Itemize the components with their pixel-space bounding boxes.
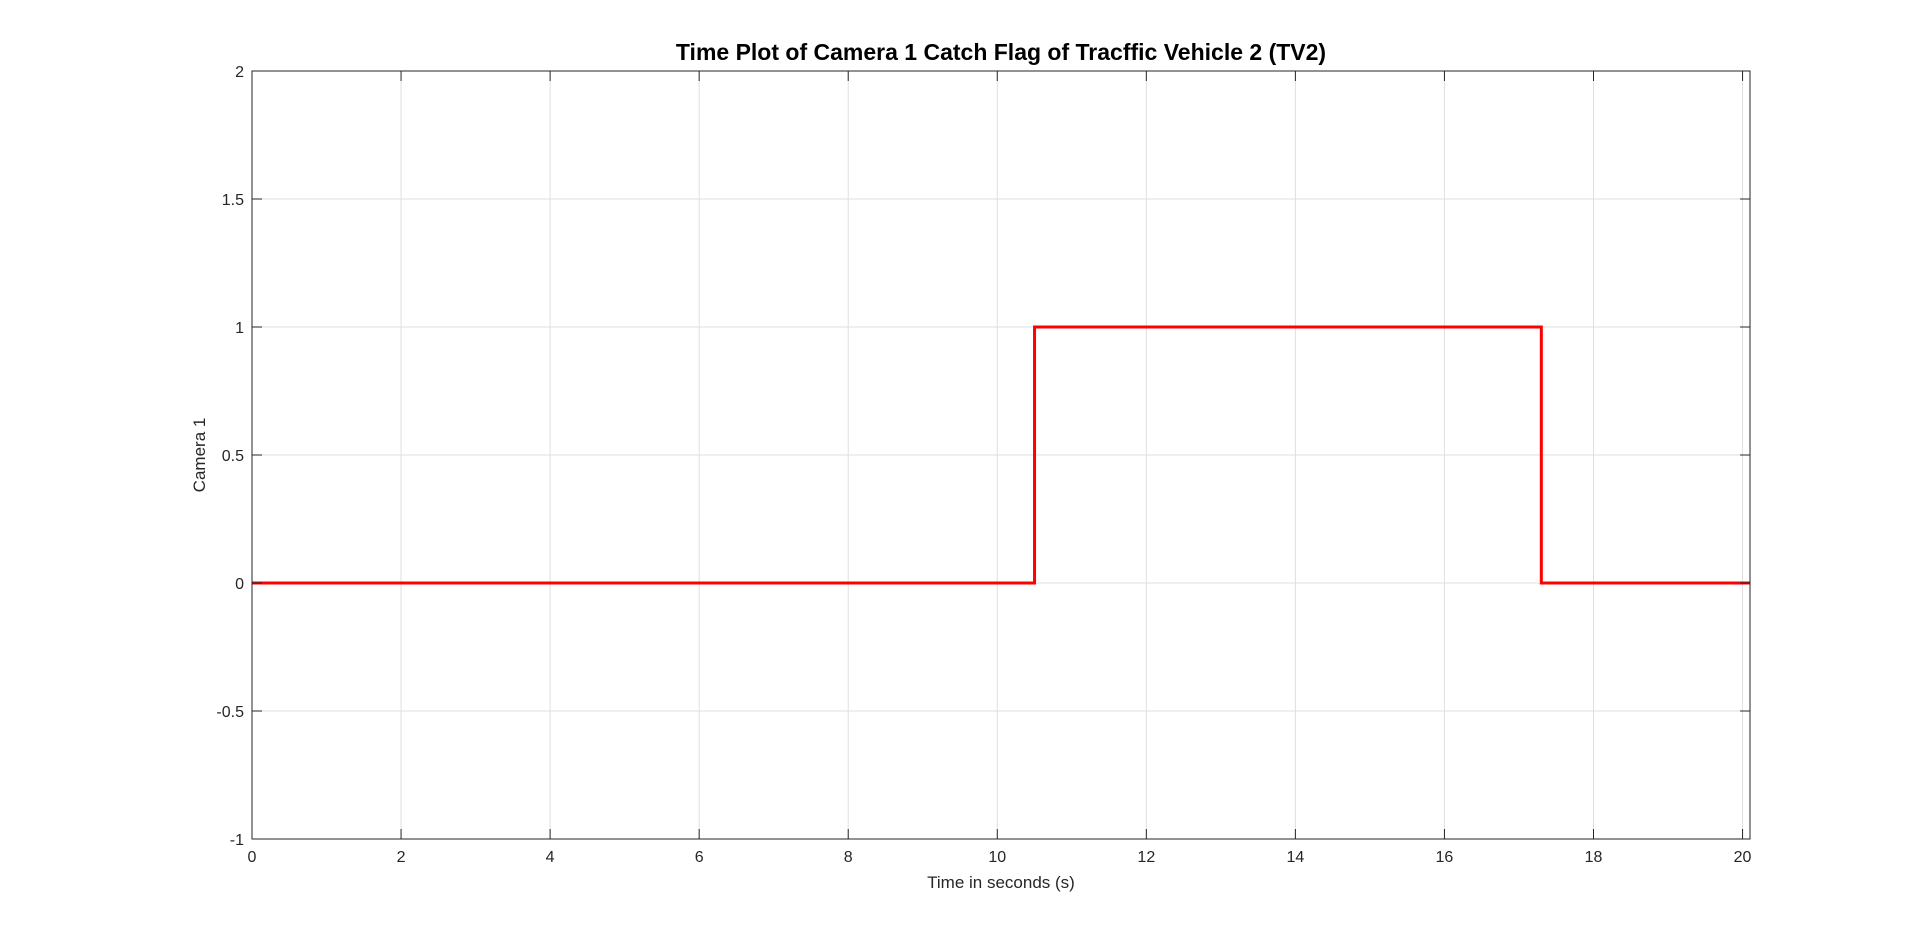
x-tick-label: 2 [397, 849, 406, 866]
y-axis-label: Camera 1 [190, 418, 209, 493]
axis-ticks [251, 70, 1750, 840]
x-tick-label: 14 [1286, 849, 1304, 866]
x-tick-label: 20 [1734, 849, 1752, 866]
x-tick-label: 18 [1585, 849, 1603, 866]
x-tick-label: 6 [695, 849, 704, 866]
x-axis-label: Time in seconds (s) [927, 873, 1075, 892]
x-tick-label: 10 [988, 849, 1006, 866]
x-tick-label: 16 [1436, 849, 1454, 866]
y-tick-label: 2 [235, 64, 244, 81]
x-tick-label: 0 [248, 849, 257, 866]
x-tick-labels: 0 2 4 6 8 10 12 14 16 18 20 [248, 849, 1752, 866]
x-tick-label: 12 [1137, 849, 1155, 866]
y-tick-label: -1 [230, 832, 244, 849]
y-tick-label: 0 [235, 576, 244, 593]
y-tick-label: 1.5 [222, 192, 244, 209]
chart-title: Time Plot of Camera 1 Catch Flag of Trac… [676, 39, 1326, 65]
y-tick-labels: -1 -0.5 0 0.5 1 1.5 2 [216, 64, 244, 849]
y-tick-label: 0.5 [222, 448, 244, 465]
series-line [252, 325, 1750, 585]
data-series-layer [252, 325, 1750, 585]
y-tick-label: 1 [235, 320, 244, 337]
x-tick-label: 8 [844, 849, 853, 866]
y-tick-label: -0.5 [216, 704, 244, 721]
x-tick-label: 4 [546, 849, 555, 866]
